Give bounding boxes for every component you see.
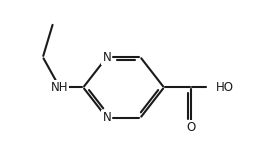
Text: O: O xyxy=(186,121,195,134)
Text: N: N xyxy=(102,111,111,124)
Text: N: N xyxy=(102,51,111,64)
Text: NH: NH xyxy=(51,81,68,94)
Text: HO: HO xyxy=(216,81,234,94)
